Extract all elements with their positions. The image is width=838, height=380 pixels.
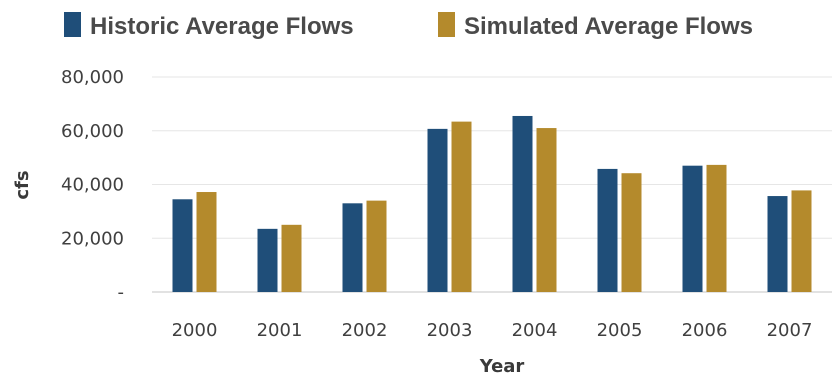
x-axis-ticks: 2000 2001 2002 2003 2004 2005 2006 2007	[172, 320, 813, 341]
legend-swatch-historic	[64, 12, 81, 37]
x-tick-label: 2001	[257, 320, 303, 341]
bar-simulated-2003	[451, 121, 472, 292]
bar-historic-2007	[767, 196, 788, 292]
bar-simulated-2004	[536, 128, 557, 292]
y-tick-label: -	[118, 282, 125, 303]
y-tick-label: 60,000	[61, 121, 124, 142]
gridlines	[152, 76, 832, 293]
legend: Historic Average Flows Simulated Average…	[64, 12, 753, 40]
legend-label-simulated: Simulated Average Flows	[464, 13, 753, 40]
bar-simulated-2000	[196, 192, 217, 292]
y-tick-label: 80,000	[61, 67, 124, 88]
legend-label-historic: Historic Average Flows	[90, 13, 354, 40]
bar-historic-2001	[257, 228, 278, 292]
x-tick-label: 2000	[172, 320, 218, 341]
x-tick-label: 2003	[427, 320, 473, 341]
x-tick-label: 2005	[597, 320, 643, 341]
bar-historic-2006	[682, 165, 703, 292]
bar-simulated-2007	[791, 190, 812, 292]
bar-simulated-2001	[281, 224, 302, 292]
x-tick-label: 2002	[342, 320, 388, 341]
bar-simulated-2005	[621, 173, 642, 292]
y-tick-label: 20,000	[61, 228, 124, 249]
legend-swatch-simulated	[438, 12, 455, 37]
bar-simulated-2006	[706, 164, 727, 292]
y-axis-ticks: - 20,000 40,000 60,000 80,000	[61, 67, 124, 303]
x-axis-title: Year	[479, 356, 525, 377]
bar-simulated-2002	[366, 200, 387, 292]
bar-historic-2003	[427, 128, 448, 292]
bar-historic-2004	[512, 115, 533, 292]
bars	[172, 115, 812, 292]
bar-historic-2002	[342, 203, 363, 292]
y-tick-label: 40,000	[61, 175, 124, 196]
bar-historic-2000	[172, 199, 193, 292]
x-tick-label: 2007	[767, 320, 813, 341]
x-tick-label: 2006	[682, 320, 728, 341]
bar-historic-2005	[597, 168, 618, 292]
x-tick-label: 2004	[512, 320, 558, 341]
y-axis-title: cfs	[12, 170, 33, 199]
